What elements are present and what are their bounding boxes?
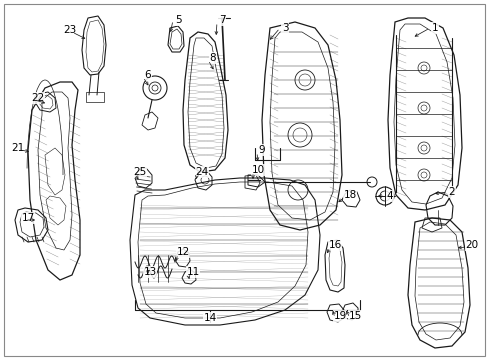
Text: 25: 25 <box>133 167 146 177</box>
Text: 21: 21 <box>11 143 24 153</box>
Text: 1: 1 <box>431 23 437 33</box>
Text: 8: 8 <box>209 53 216 63</box>
Text: 12: 12 <box>176 247 189 257</box>
Text: 3: 3 <box>281 23 288 33</box>
Text: 2: 2 <box>448 187 454 197</box>
Text: 20: 20 <box>465 240 478 250</box>
Text: 9: 9 <box>258 145 265 155</box>
Text: 10: 10 <box>251 165 264 175</box>
Text: 16: 16 <box>328 240 341 250</box>
Text: 7: 7 <box>218 15 225 25</box>
Text: 4: 4 <box>386 191 392 201</box>
Text: 15: 15 <box>347 311 361 321</box>
Text: 18: 18 <box>343 190 356 200</box>
Text: 24: 24 <box>195 167 208 177</box>
Text: 22: 22 <box>31 93 44 103</box>
Text: 11: 11 <box>186 267 199 277</box>
Text: 6: 6 <box>144 70 151 80</box>
Text: 19: 19 <box>333 311 346 321</box>
Text: 23: 23 <box>63 25 77 35</box>
Text: 13: 13 <box>143 267 156 277</box>
Text: 5: 5 <box>174 15 181 25</box>
Text: 14: 14 <box>203 313 216 323</box>
Text: 17: 17 <box>21 213 35 223</box>
